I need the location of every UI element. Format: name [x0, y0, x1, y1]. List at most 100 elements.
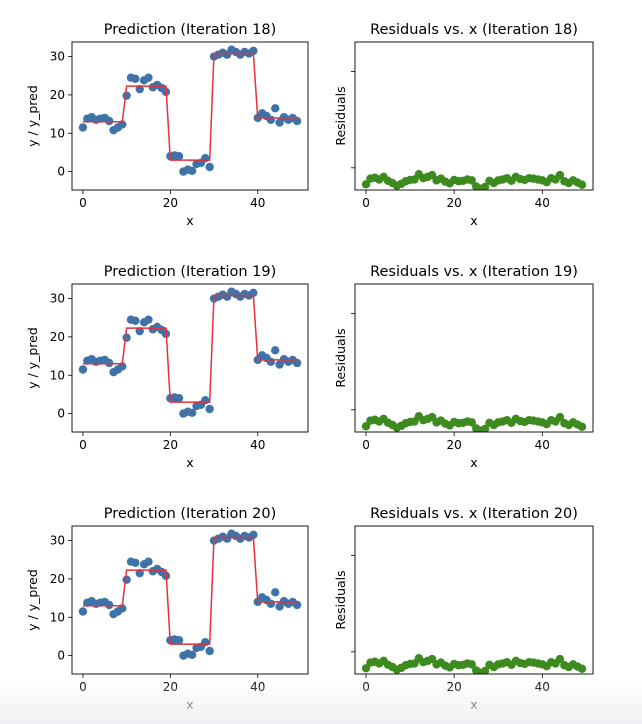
x-axis-label: x	[186, 455, 193, 470]
x-tick-label: 0	[362, 438, 370, 452]
x-tick-label: 40	[250, 438, 265, 452]
y-tick-label: 30	[50, 534, 65, 548]
data-point	[122, 333, 131, 342]
x-tick-label: 20	[163, 438, 178, 452]
x-tick-label: 20	[447, 438, 462, 452]
prediction-line	[82, 536, 298, 645]
residual-point	[361, 180, 371, 189]
y-axis-label: Residuals	[333, 328, 348, 387]
y-axis-label: Residuals	[333, 570, 348, 629]
data-point	[266, 357, 276, 367]
data-point	[78, 607, 88, 616]
data-point	[131, 558, 140, 568]
chart-title: Residuals vs. x (Iteration 19)	[370, 264, 578, 280]
data-point	[104, 116, 114, 126]
x-tick-label: 20	[447, 196, 462, 210]
x-tick-label: 0	[79, 438, 87, 452]
x-tick-label: 40	[250, 680, 265, 694]
data-point	[104, 358, 114, 368]
data-point	[292, 116, 302, 126]
x-tick-label: 40	[250, 196, 265, 210]
y-tick-label: 0	[57, 407, 65, 421]
x-axis-label: x	[470, 455, 477, 470]
data-point	[187, 166, 197, 176]
plot-area	[361, 170, 587, 190]
data-point	[144, 73, 153, 82]
x-tick-label: 40	[535, 680, 550, 694]
residual-point	[480, 666, 490, 674]
data-point	[174, 152, 184, 161]
data-point	[135, 326, 144, 336]
plot-area	[361, 654, 587, 674]
y-tick-label: 30	[50, 50, 65, 64]
residuals-chart: Residuals vs. x (Iteration 20) 0 20 40 x Resi…	[333, 506, 594, 712]
x-tick-label: 0	[79, 680, 87, 694]
data-point	[266, 599, 276, 609]
data-point	[78, 123, 88, 132]
residual-point	[480, 182, 490, 190]
prediction-line	[82, 52, 298, 161]
axes-frame	[71, 283, 309, 433]
axes-frame	[354, 525, 594, 675]
data-point	[144, 557, 153, 566]
x-tick-label: 40	[535, 196, 550, 210]
residual-point	[577, 180, 587, 189]
residual-point	[361, 664, 371, 673]
residual-point	[361, 422, 371, 431]
prediction-chart: Prediction (Iteration 19) 0 20 40 x 0 10 20 30 y …	[25, 264, 309, 470]
data-point	[144, 315, 153, 324]
data-point	[131, 74, 140, 84]
axes-frame	[71, 525, 309, 675]
data-point	[292, 600, 302, 610]
axes-frame	[354, 283, 594, 433]
prediction-line	[82, 294, 298, 403]
y-tick-label: 10	[50, 368, 65, 382]
data-point	[205, 162, 214, 172]
plot-area	[78, 45, 302, 176]
x-tick-label: 0	[362, 196, 370, 210]
x-tick-label: 20	[447, 680, 462, 694]
x-tick-label: 40	[535, 438, 550, 452]
residual-point	[555, 654, 565, 664]
chart-title: Prediction (Iteration 18)	[104, 22, 277, 38]
y-tick-label: 0	[57, 649, 65, 663]
plot-area	[78, 529, 302, 660]
residuals-chart: Residuals vs. x (Iteration 19) 0 20 40 x Resi…	[333, 264, 594, 470]
data-point	[135, 568, 144, 578]
x-tick-label: 20	[163, 680, 178, 694]
data-point	[201, 637, 210, 647]
data-point	[131, 316, 140, 326]
axes-frame	[354, 41, 594, 191]
data-point	[201, 153, 210, 163]
x-axis-label: x	[186, 697, 193, 712]
x-axis-label: x	[470, 697, 477, 712]
y-tick-label: 30	[50, 292, 65, 306]
x-tick-label: 20	[163, 196, 178, 210]
y-tick-label: 0	[57, 165, 65, 179]
x-tick-label: 0	[362, 680, 370, 694]
chart-title: Prediction (Iteration 19)	[104, 264, 277, 280]
residual-point	[480, 424, 490, 432]
y-tick-label: 10	[50, 126, 65, 140]
data-point	[135, 84, 144, 94]
y-tick-label: 20	[50, 330, 65, 344]
x-axis-label: x	[186, 213, 193, 228]
residuals-chart: Residuals vs. x (Iteration 18) 0 20 40 x Resi…	[333, 22, 594, 228]
data-point	[122, 575, 131, 584]
y-axis-label: Residuals	[333, 86, 348, 145]
residual-point	[555, 170, 565, 180]
residual-point	[467, 660, 476, 669]
x-axis-label: x	[470, 213, 477, 228]
x-tick-label: 0	[79, 196, 87, 210]
prediction-chart: Prediction (Iteration 18) 0 20 40 x 0 10 20 30 y …	[25, 22, 309, 228]
data-point	[174, 394, 184, 403]
residual-point	[577, 422, 587, 431]
y-tick-label: 20	[50, 88, 65, 102]
chart-title: Residuals vs. x (Iteration 18)	[370, 22, 578, 38]
data-point	[104, 600, 114, 610]
chart-title: Prediction (Iteration 20)	[104, 506, 277, 522]
data-point	[187, 408, 197, 418]
residual-point	[555, 412, 565, 422]
plot-area	[361, 412, 587, 432]
